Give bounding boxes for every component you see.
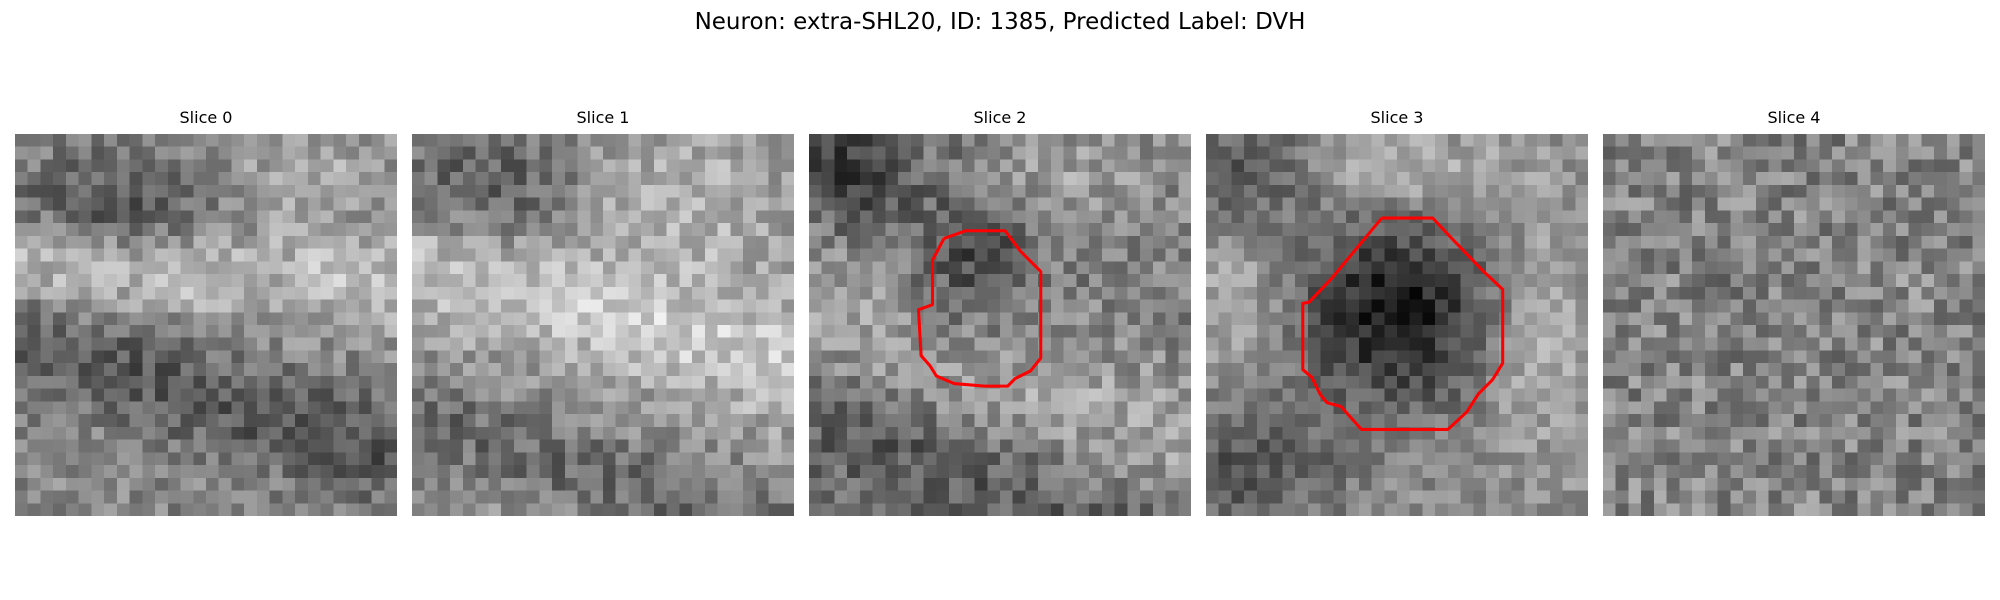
panel-title-slice-2: Slice 2 (973, 108, 1027, 127)
roi-contour-slice-2 (916, 229, 1043, 388)
roi-contour-slice-3 (1301, 216, 1505, 431)
microscopy-image-slice-0 (15, 134, 397, 516)
microscopy-image-slice-3 (1206, 134, 1588, 516)
panel-slice-4: Slice 4 (1603, 108, 1985, 516)
microscopy-image-slice-2 (809, 134, 1191, 516)
panel-title-slice-3: Slice 3 (1370, 108, 1424, 127)
panel-slice-0: Slice 0 (15, 108, 397, 516)
panel-title-slice-1: Slice 1 (576, 108, 630, 127)
microscopy-image-slice-1 (412, 134, 794, 516)
panel-title-slice-0: Slice 0 (179, 108, 233, 127)
microscopy-image-slice-4 (1603, 134, 1985, 516)
panel-slice-2: Slice 2 (809, 108, 1191, 516)
figure-title: Neuron: extra-SHL20, ID: 1385, Predicted… (694, 9, 1306, 35)
panel-title-slice-4: Slice 4 (1767, 108, 1821, 127)
panel-slice-1: Slice 1 (412, 108, 794, 516)
panel-slice-3: Slice 3 (1206, 108, 1588, 516)
